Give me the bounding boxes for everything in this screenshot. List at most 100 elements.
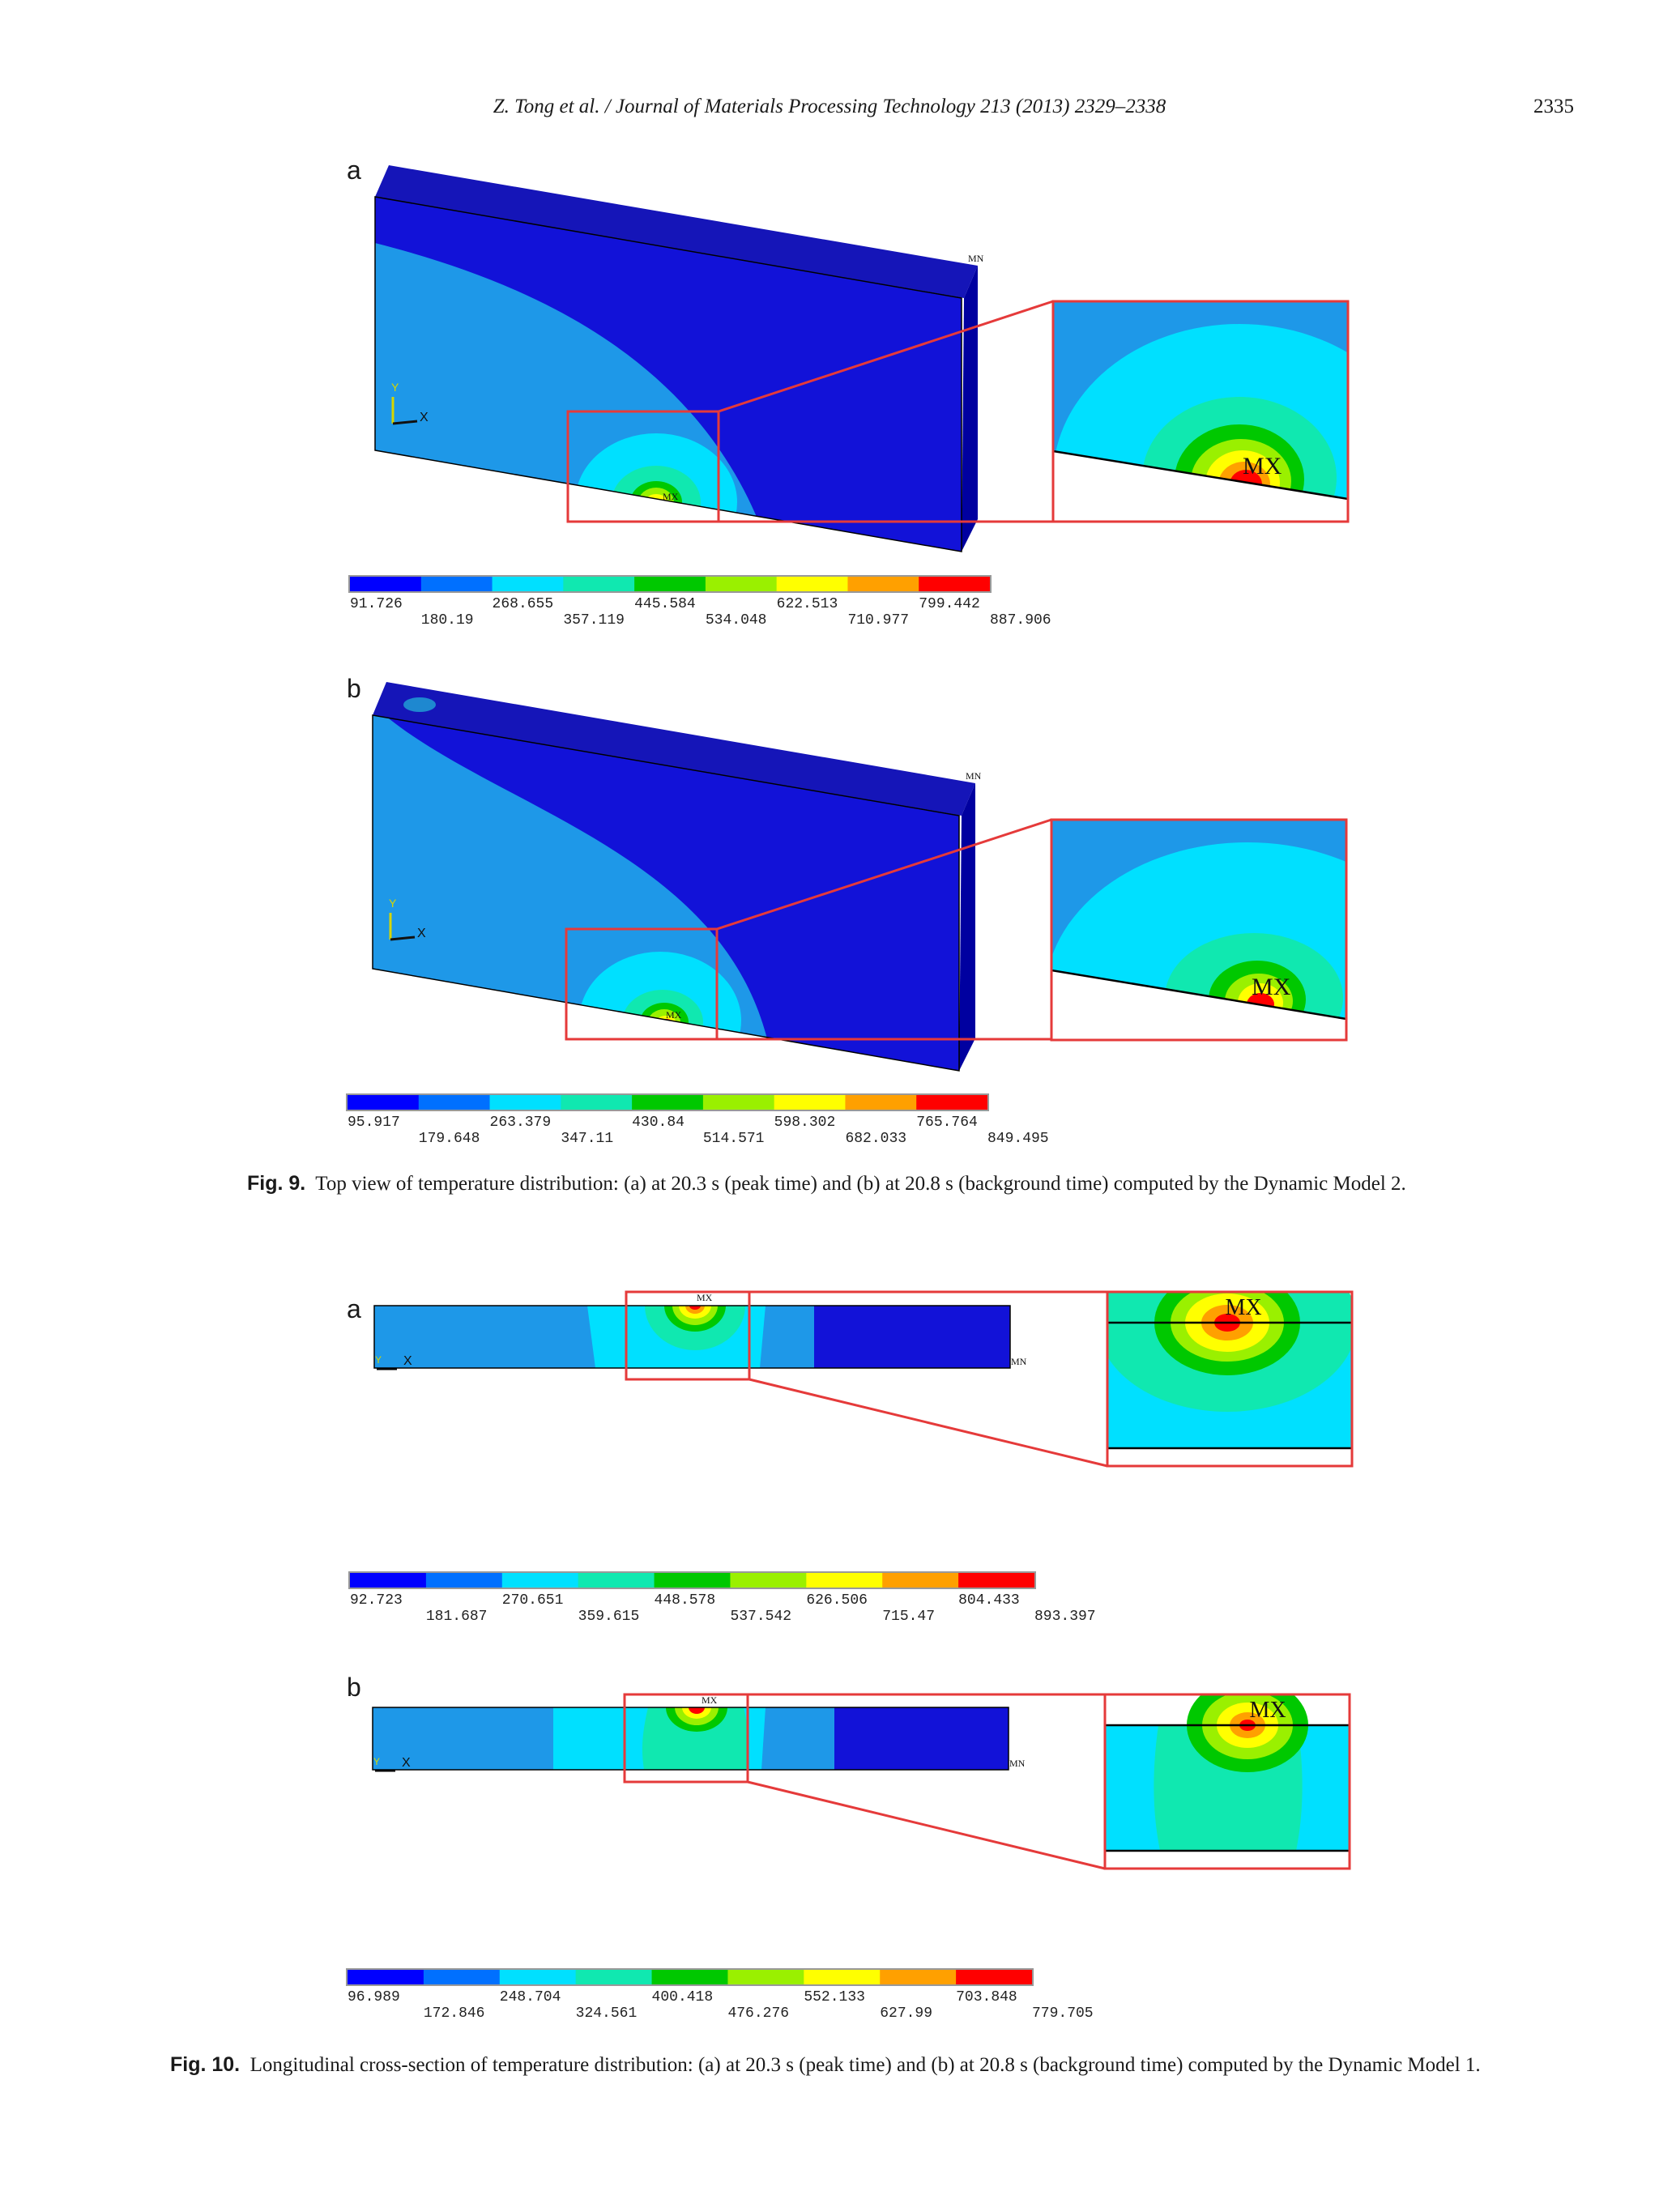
fig9b-axis-triad: Y X <box>389 897 426 941</box>
fig9b-colorbar-label-bottom-1: 347.11 <box>561 1131 613 1147</box>
fig9b-colorbar-label-bottom-0: 179.648 <box>419 1131 480 1147</box>
fig10a-colorbar-swatch-1 <box>425 1573 503 1588</box>
fig10a-colorbar-label-bottom-0: 181.687 <box>426 1609 488 1625</box>
fig10a-colorbar-label-bottom-3: 715.47 <box>882 1609 935 1625</box>
fig9b-colorbar-label-bottom-3: 682.033 <box>845 1131 906 1147</box>
fig10a-colorbar-swatch-3 <box>578 1573 655 1588</box>
fig9b-colorbar-swatch-8 <box>916 1095 988 1110</box>
fig9a-plate <box>374 165 978 552</box>
fig10b-axis-x-label: X <box>402 1756 411 1770</box>
fig10b-colorbar: 96.989 248.704 400.418 552.133 703.848 172.84… <box>346 1968 1094 2022</box>
fig9b-plate-top <box>373 682 975 816</box>
page-number: 2335 <box>1533 96 1574 117</box>
fig9a-colorbar-swatch-1 <box>420 577 493 591</box>
fig10a-axis-y-label: Y <box>375 1354 382 1366</box>
fig9-panel-b-letter: b <box>347 674 361 703</box>
fig10a-colorbar-frame <box>348 1571 1036 1589</box>
fig9a-mn-label: MN <box>968 253 984 264</box>
fig9a-zoom-connector-top <box>718 300 1054 413</box>
fig10b-colorbar-label-top-2: 400.418 <box>652 1989 714 2005</box>
fig10b-colorbar-swatch-2 <box>499 1970 577 1984</box>
fig10a-colorbar-label-top-2: 448.578 <box>655 1592 716 1609</box>
fig9b-warm-region <box>373 715 774 1071</box>
fig10b-axis-y-label: Y <box>373 1756 380 1767</box>
running-header: Z. Tong et al. / Journal of Materials Pr… <box>493 96 1166 117</box>
fig9b-colorbar-swatch-3 <box>561 1095 633 1110</box>
fig9b-colorbar-swatch-0 <box>348 1095 420 1110</box>
fig10a-mx-small-label: MX <box>697 1292 713 1303</box>
fig9a-colorbar-frame <box>348 575 992 593</box>
fig9a-colorbar-label-bottom-4: 887.906 <box>990 612 1051 629</box>
fig10a-colorbar-swatch-0 <box>350 1573 427 1588</box>
fig9a-colorbar-swatch-8 <box>919 577 991 591</box>
fig9a-colorbar-swatch-5 <box>705 577 778 591</box>
fig10b-colorbar-swatch-0 <box>348 1970 424 1984</box>
fig9a-colorbar-label-top-3: 622.513 <box>777 596 838 612</box>
fig10b-colorbar-label-bottom-3: 627.99 <box>880 2005 932 2022</box>
fig10b-colorbar-label-top-1: 248.704 <box>500 1989 561 2005</box>
fig9b-colorbar-swatch-5 <box>702 1095 775 1110</box>
fig9a-colorbar: 91.726 268.655 445.584 622.513 799.442 180.19… <box>348 575 1051 629</box>
fig9b-mx-small-label: MX <box>666 1009 682 1021</box>
fig9b-colorbar-label-bottom-2: 514.571 <box>703 1131 765 1147</box>
fig10a-colorbar-label-bottom-2: 537.542 <box>730 1609 791 1625</box>
fig9b-plate <box>372 682 975 1072</box>
fig10b-colorbar-label-bottom-4: 779.705 <box>1032 2005 1094 2022</box>
fig9a-colorbar-swatch-6 <box>776 577 848 591</box>
fig10a-colorbar: 92.723 270.651 448.578 626.506 804.433 181.68… <box>348 1571 1096 1625</box>
fig10a-colorbar-label-bottom-1: 359.615 <box>578 1609 640 1625</box>
fig10b-colorbar-label-bottom-2: 476.276 <box>727 2005 789 2022</box>
fig10a-colorbar-swatch-6 <box>806 1573 883 1588</box>
fig9b-colorbar-label-top-2: 430.84 <box>632 1115 684 1131</box>
fig10b-colorbar-label-top-4: 703.848 <box>956 1989 1017 2005</box>
fig9a-colorbar-swatch-3 <box>563 577 635 591</box>
fig9b-plate-side <box>959 783 975 1071</box>
fig9b-colorbar: 95.917 263.379 430.84 598.302 765.764 179.648… <box>346 1093 1049 1147</box>
fig9a-warm-region <box>375 243 770 551</box>
fig10a-zoom-frame <box>1106 1290 1354 1468</box>
fig9a-colorbar-label-top-2: 445.584 <box>634 596 696 612</box>
fig9a-colorbar-swatch-2 <box>492 577 564 591</box>
fig10b-colorbar-swatch-1 <box>423 1970 501 1984</box>
fig9a-zoom-frame <box>1051 300 1350 523</box>
fig10b-colorbar-swatch-6 <box>804 1970 881 1984</box>
fig9b-axis-x-label: X <box>417 927 426 940</box>
fig9b-colorbar-label-top-1: 263.379 <box>490 1115 552 1131</box>
fig9a-zoom-box <box>566 410 720 523</box>
fig9b-colorbar-label-top-0: 95.917 <box>348 1115 400 1131</box>
fig10-panel-b-letter: b <box>347 1673 361 1702</box>
fig9a-colorbar-label-top-0: 91.726 <box>350 596 403 612</box>
fig9b-colorbar-swatch-7 <box>845 1095 917 1110</box>
fig9b-zoom-view <box>1051 820 1346 1040</box>
fig9a-colorbar-label-bottom-2: 534.048 <box>706 612 767 629</box>
fig9b-colorbar-frame <box>346 1093 989 1111</box>
fig9b-colorbar-label-bottom-4: 849.495 <box>987 1131 1049 1147</box>
fig9a-plate-top <box>375 165 978 298</box>
fig10a-colorbar-swatch-8 <box>958 1573 1035 1588</box>
fig9a-colorbar-swatch-0 <box>350 577 422 591</box>
fig10-caption-text: Longitudinal cross-section of temperatur… <box>249 2054 1481 2076</box>
fig10b-colorbar-swatch-5 <box>727 1970 804 1984</box>
fig10a-colorbar-label-top-0: 92.723 <box>350 1592 403 1609</box>
fig10a-colorbar-label-bottom-4: 893.397 <box>1034 1609 1096 1625</box>
fig10a-section <box>374 1306 1010 1368</box>
fig10a-colorbar-swatch-2 <box>501 1573 579 1588</box>
fig9b-colorbar-label-top-4: 765.764 <box>916 1115 978 1131</box>
fig10a-zoom-connector-bottom <box>748 1378 1108 1468</box>
fig10b-colorbar-swatch-3 <box>575 1970 653 1984</box>
fig10a-mx-label: MX <box>1225 1295 1261 1320</box>
fig9-panel-a-letter: a <box>347 156 361 185</box>
fig10b-section <box>373 1707 1009 1770</box>
fig9-caption-text: Top view of temperature distribution: (a… <box>315 1173 1406 1195</box>
fig9b-colorbar-swatch-2 <box>489 1095 561 1110</box>
fig9a-colorbar-label-bottom-1: 357.119 <box>563 612 625 629</box>
fig10-caption: Fig. 10. Longitudinal cross-section of t… <box>170 2053 1481 2077</box>
fig9b-mn-label: MN <box>966 770 982 782</box>
fig10b-colorbar-label-top-3: 552.133 <box>804 1989 865 2005</box>
fig10b-mx-label: MX <box>1249 1698 1286 1723</box>
fig9b-mx-label: MX <box>1252 974 1291 1000</box>
